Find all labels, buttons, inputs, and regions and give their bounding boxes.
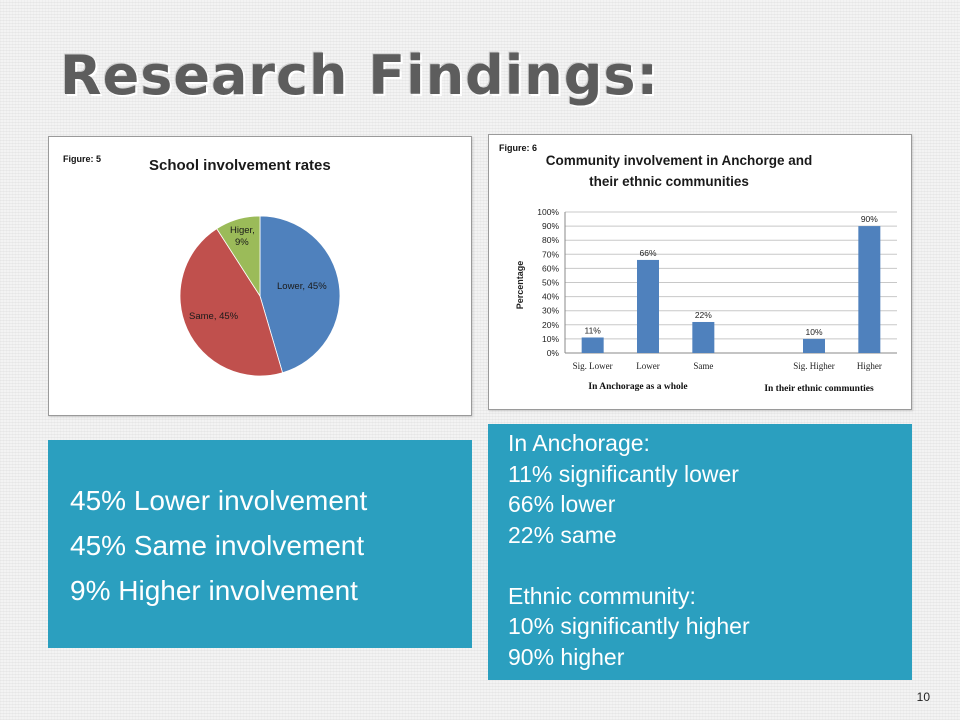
figure-label: Figure: 5 — [63, 154, 101, 164]
slide-title: Research Findings: — [60, 44, 660, 107]
summary-line: In Anchorage: — [508, 430, 650, 456]
y-tick-label: 10% — [542, 334, 559, 344]
pie-chart-figure: Figure: 5 School involvement rates Lower… — [48, 136, 472, 416]
pie-slice-same — [179, 228, 284, 377]
y-tick-label: 50% — [542, 278, 559, 288]
y-tick-label: 90% — [542, 221, 559, 231]
data-label: 11% — [584, 325, 601, 335]
summary-line: 10% significantly higher — [508, 613, 750, 639]
y-tick-label: 70% — [542, 249, 559, 259]
data-label: 66% — [639, 248, 656, 258]
bar-chart: Figure: 6 Community involvement in Ancho… — [499, 143, 897, 394]
x-tick-label: Same — [693, 361, 713, 371]
bar — [692, 321, 715, 353]
summary-line-spacer — [508, 550, 912, 581]
figure-label: Figure: 6 — [499, 143, 537, 153]
x-tick-label: Lower — [636, 361, 660, 371]
x-tick-label: Sig. Higher — [793, 361, 835, 371]
chart-title-line2: their ethnic communities — [589, 174, 749, 189]
summary-line: 66% lower — [508, 491, 616, 517]
data-label: 10% — [805, 327, 822, 337]
chart-title-line1: Community involvement in Anchorge and — [546, 153, 813, 168]
y-tick-label: 40% — [542, 292, 559, 302]
bar — [581, 337, 604, 353]
pie-label-lower: Lower, 45% — [277, 281, 327, 292]
y-tick-label: 100% — [537, 207, 559, 217]
school-summary-box: 45% Lower involvement 45% Same involveme… — [48, 440, 472, 648]
pie-label-same: Same, 45% — [189, 311, 239, 322]
bar — [803, 338, 825, 353]
pie-slice-higher — [216, 215, 261, 298]
summary-line: 45% Same involvement — [70, 530, 365, 561]
summary-line: Ethnic community: — [508, 582, 696, 609]
summary-line: 90% higher — [508, 643, 625, 670]
y-tick-label: 60% — [542, 263, 559, 273]
data-label: 22% — [695, 310, 712, 320]
summary-line: 9% Higher involvement — [70, 575, 358, 606]
summary-line: 22% same — [508, 521, 617, 548]
bar — [858, 226, 881, 353]
y-tick-label: 80% — [542, 235, 559, 245]
bar-chart-figure: Figure: 6 Community involvement in Ancho… — [488, 134, 912, 410]
pie-label-higher-line1: Higer, — [230, 225, 255, 236]
data-label: 90% — [861, 214, 878, 224]
group-label-anchorage: In Anchorage as a whole — [588, 382, 687, 392]
summary-line: 45% Lower involvement — [70, 485, 368, 516]
summary-line: 11% significantly lower — [508, 460, 739, 487]
pie-chart: Figure: 5 School involvement rates Lower… — [63, 154, 341, 377]
group-label-ethnic: In their ethnic communties — [764, 384, 874, 394]
y-tick-label: 30% — [542, 306, 559, 316]
chart-title: School involvement rates — [149, 157, 331, 174]
x-tick-label: Higher — [857, 361, 882, 371]
x-tick-label: Sig. Lower — [573, 361, 613, 371]
y-axis-label: Percentage — [515, 261, 525, 310]
community-summary-box: In Anchorage: 11% significantly lower 66… — [488, 424, 912, 680]
page-number: 10 — [916, 690, 930, 704]
y-tick-label: 0% — [547, 348, 560, 358]
y-tick-label: 20% — [542, 320, 559, 330]
pie-label-higher-line2: 9% — [235, 237, 249, 248]
pie-slice-lower — [259, 215, 341, 374]
bar — [637, 259, 659, 353]
